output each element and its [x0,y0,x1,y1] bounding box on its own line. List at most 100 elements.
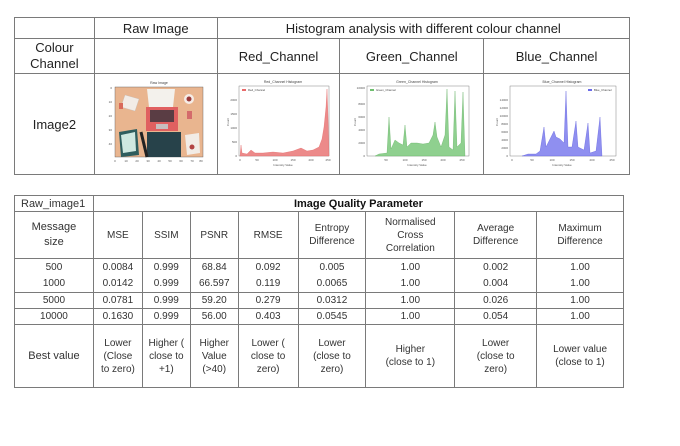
cell: 66.597 [189,275,239,293]
svg-text:Green_Channel: Green_Channel [376,88,396,92]
cell: 0.005 [297,258,367,276]
cell: 1.00 [365,308,456,325]
svg-text:Count: Count [495,117,499,125]
best-average-difference: Lower (close to zero) [454,324,538,388]
best-rmse: Lower ( close to zero) [237,324,299,388]
header-rmse: RMSE [237,211,299,259]
raw-image-plot: Raw Image [101,77,211,172]
svg-text:Count: Count [226,117,230,125]
histogram-table: Raw Image Histogram analysis with differ… [14,17,631,175]
svg-text:500: 500 [232,140,237,144]
svg-text:0: 0 [235,154,237,158]
header-average-difference: Average Difference [454,211,538,259]
svg-text:10: 10 [124,159,128,163]
best-entropy: Lower (close to zero) [297,324,367,388]
cell: 1.00 [365,275,456,293]
green-channel-header: Green_Channel [339,38,485,74]
svg-text:250: 250 [325,158,330,162]
blue-histogram-cell: Blue_Channel Histogram Blue_Channel 0 200… [483,73,630,175]
cell: 0.0545 [297,308,367,325]
cell: 10000 [14,308,94,325]
table-row: 1000 0.0142 0.999 66.597 0.119 0.0065 1.… [14,275,624,293]
svg-text:0: 0 [363,154,365,158]
svg-text:200: 200 [440,158,445,162]
group-title: Image Quality Parameter [92,195,625,212]
svg-text:10000: 10000 [356,86,365,90]
svg-text:0: 0 [506,154,508,158]
cell: 0.1630 [92,308,143,325]
svg-text:Red_Channel Histogram: Red_Channel Histogram [263,80,301,84]
svg-text:4000: 4000 [358,128,365,132]
green-histogram-plot: Green_Channel Histogram Green_Channel 0 2… [349,77,475,172]
cell: 0.999 [141,292,191,309]
best-psnr: Higher Value (>40) [189,324,239,388]
cell: 1.00 [536,308,624,325]
svg-text:12000: 12000 [499,106,508,110]
cell: 0.026 [454,292,538,309]
cell: 59.20 [189,292,239,309]
cell: 0.0781 [92,292,143,309]
cell: 0.279 [237,292,299,309]
svg-text:14000: 14000 [499,98,508,102]
header-mse: MSE [92,211,143,259]
svg-text:40: 40 [108,142,112,146]
best-value-row: Best value Lower (Close to zero) Higher … [14,324,624,388]
svg-text:Red_Channel: Red_Channel [248,88,265,92]
svg-text:Count: Count [353,117,357,125]
svg-text:2000: 2000 [230,98,237,102]
red-histogram-plot: Red_Channel Histogram Red_Channel 0 500 1… [223,77,335,172]
svg-text:50: 50 [530,158,534,162]
svg-text:50: 50 [384,158,388,162]
cell: 500 [14,258,94,276]
header-message-size: Message size [14,211,94,259]
svg-text:8000: 8000 [501,122,508,126]
svg-text:20: 20 [135,159,139,163]
svg-text:8000: 8000 [358,102,365,106]
header-psnr: PSNR [189,211,239,259]
svg-text:40: 40 [157,159,161,163]
svg-text:Intensity Value: Intensity Value [552,163,572,167]
svg-text:50: 50 [168,159,172,163]
svg-text:1000: 1000 [230,126,237,130]
cell: 0.0312 [297,292,367,309]
svg-text:150: 150 [290,158,295,162]
cell: 0.004 [454,275,538,293]
svg-text:250: 250 [609,158,614,162]
svg-text:0: 0 [114,159,116,163]
table-row: 5000 0.0781 0.999 59.20 0.279 0.0312 1.0… [14,292,624,309]
svg-text:10: 10 [108,100,112,104]
cell: 0.092 [237,258,299,276]
red-channel-header: Red_Channel [216,38,341,74]
cell: 0.0084 [92,258,143,276]
svg-text:150: 150 [421,158,426,162]
cell: 0.999 [141,275,191,293]
svg-text:100: 100 [402,158,407,162]
svg-text:10000: 10000 [499,114,508,118]
best-mse: Lower (Close to zero) [92,324,143,388]
cell: 0.0065 [297,275,367,293]
empty-cell [93,38,218,74]
svg-text:2000: 2000 [501,146,508,150]
svg-text:150: 150 [569,158,574,162]
cell: 0.999 [141,258,191,276]
cell: 1.00 [536,292,624,309]
green-histogram-cell: Green_Channel Histogram Green_Channel 0 2… [339,73,485,175]
blue-channel-header: Blue_Channel [483,38,630,74]
svg-text:80: 80 [199,159,203,163]
header-maximum-difference: Maximum Difference [536,211,624,259]
colour-channel-label: Colour Channel [14,38,95,74]
raw-image-header: Raw Image [93,17,218,39]
header-entropy-difference: Entropy Difference [297,211,367,259]
svg-text:Green_Channel Histogram: Green_Channel Histogram [396,80,438,84]
cell: 0.054 [454,308,538,325]
header-ssim: SSIM [141,211,191,259]
svg-text:100: 100 [549,158,554,162]
histogram-header: Histogram analysis with different colour… [216,17,631,39]
blue-histogram-plot: Blue_Channel Histogram Blue_Channel 0 200… [492,77,622,172]
image-label: Image2 [14,73,95,175]
cell: 68.84 [189,258,239,276]
svg-text:200: 200 [308,158,313,162]
svg-text:0: 0 [239,158,241,162]
cell: 0.403 [237,308,299,325]
cell: 1.00 [365,292,456,309]
